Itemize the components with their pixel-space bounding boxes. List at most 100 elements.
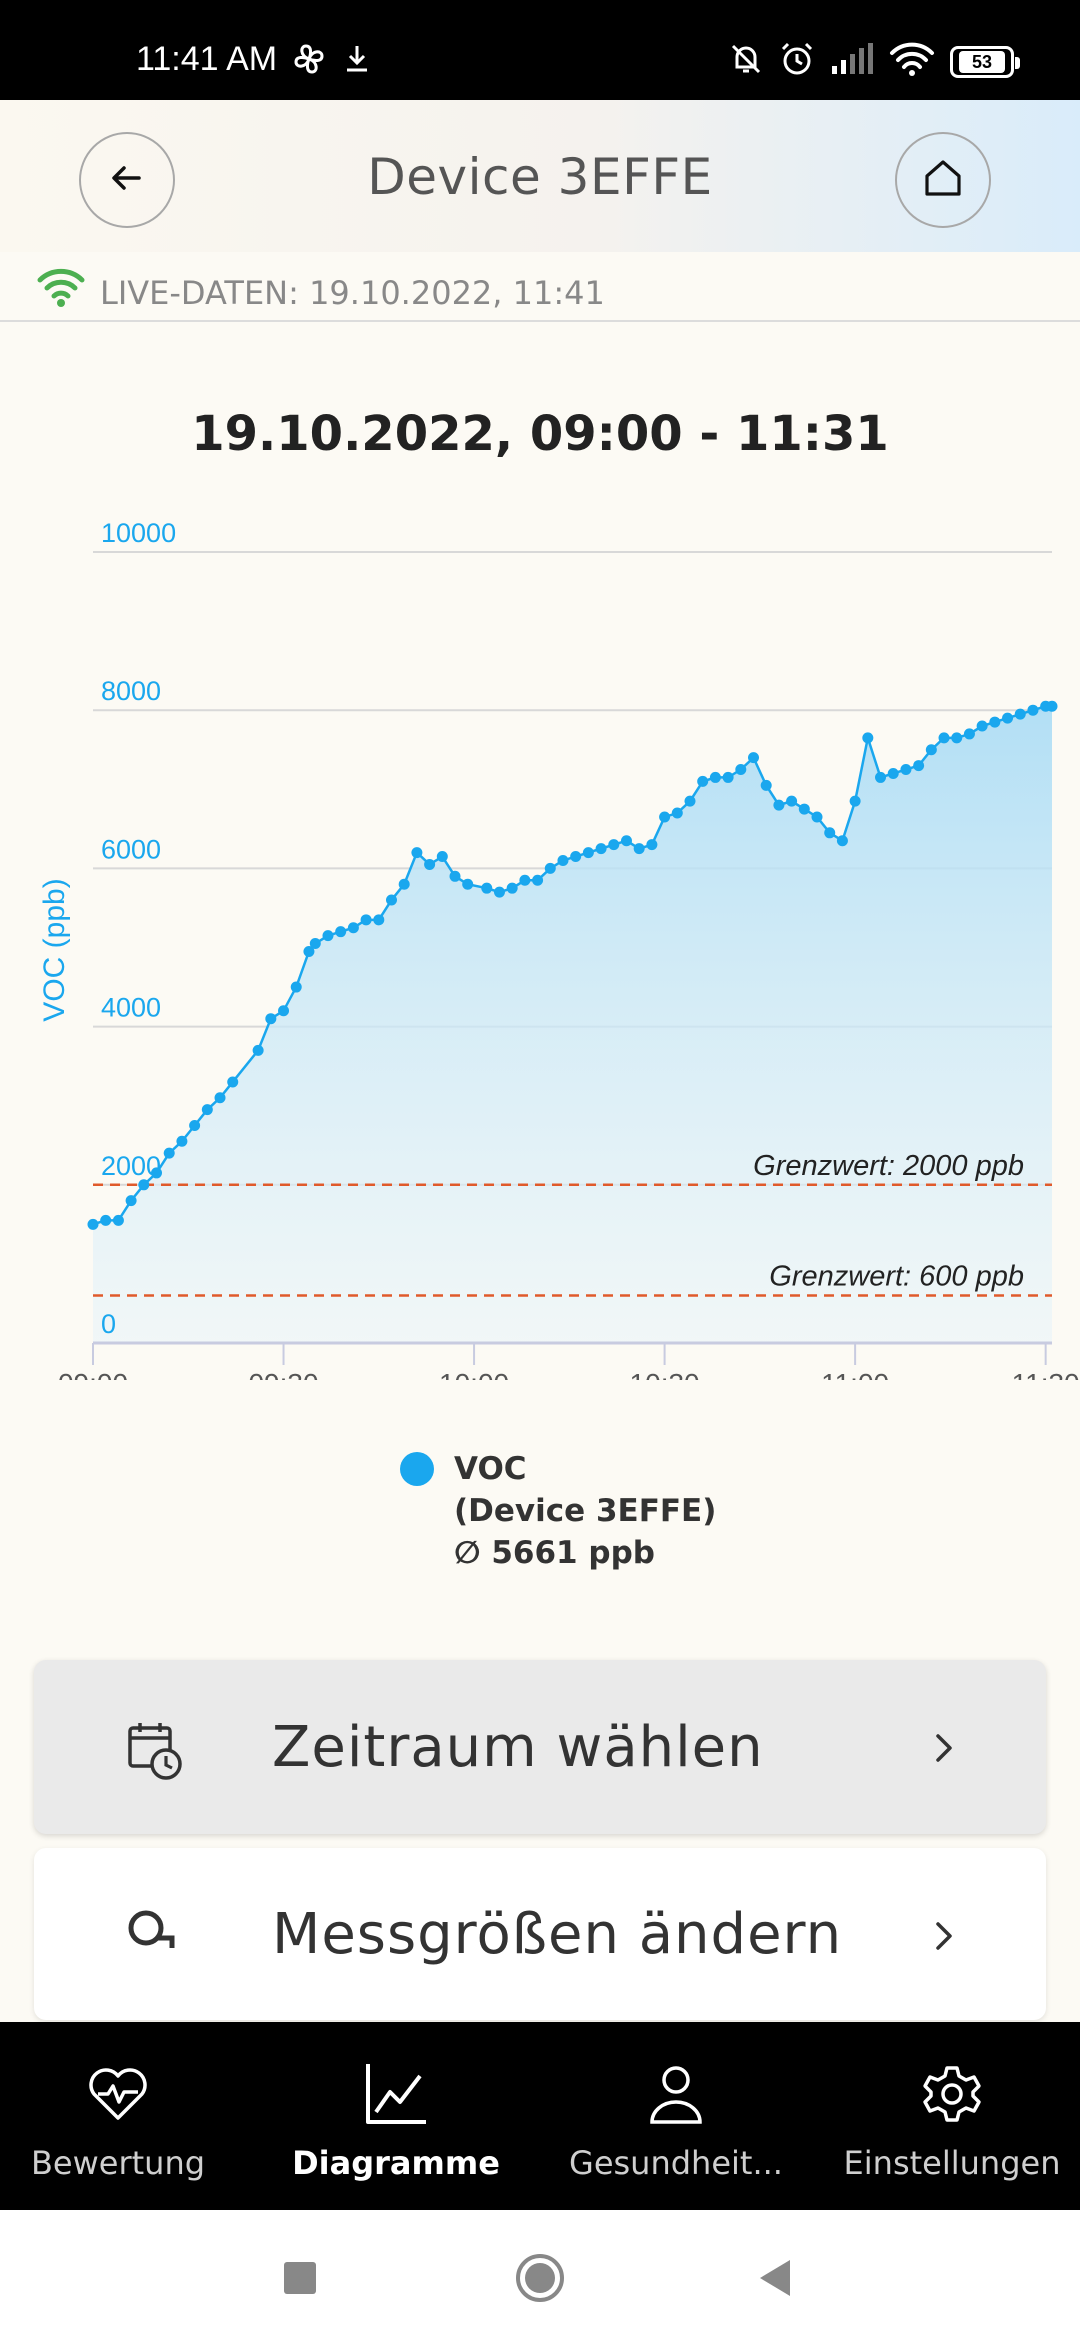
recent-apps-icon[interactable] (282, 2260, 318, 2301)
x-tick-label: 09:00 (58, 1368, 128, 1380)
metrics-label: Messgrößen ändern (272, 1901, 843, 1967)
voc-data-point (836, 835, 848, 847)
voc-data-point (303, 945, 315, 957)
voc-data-point (798, 803, 810, 815)
voc-data-point (112, 1214, 124, 1226)
back-button[interactable] (79, 132, 175, 228)
live-data-row: LIVE-DATEN: 19.10.2022, 11:41 (0, 252, 1080, 322)
battery-icon: 53 (950, 45, 1020, 78)
voc-data-point (875, 771, 887, 783)
nav-label-einstellungen: Einstellungen (843, 2144, 1061, 2182)
voc-data-point (722, 771, 734, 783)
nav-label-bewertung: Bewertung (30, 2144, 206, 2182)
home-circle-icon[interactable] (514, 2252, 566, 2309)
voc-data-point (227, 1076, 239, 1088)
voc-data-point (608, 839, 620, 851)
voc-data-point (335, 926, 347, 938)
voc-data-point (265, 1013, 277, 1025)
voc-data-point (424, 858, 436, 870)
voc-data-point (887, 767, 899, 779)
legend-dot (400, 1452, 434, 1486)
voc-data-point (595, 843, 607, 855)
page-title: Device 3EFFE (367, 148, 713, 206)
nav-item-einstellungen[interactable]: Einstellungen (843, 2022, 1061, 2210)
metrics-card[interactable]: Messgrößen ändern (34, 1848, 1046, 2020)
voc-data-point (1002, 712, 1014, 724)
x-tick-label: 09:30 (248, 1368, 318, 1380)
person-icon (648, 2062, 704, 2126)
voc-data-point (252, 1044, 264, 1056)
voc-data-point (290, 981, 302, 993)
voc-data-point (189, 1119, 201, 1131)
voc-data-point (544, 862, 556, 874)
voc-data-point (709, 771, 721, 783)
voc-data-point (411, 847, 423, 859)
voc-data-point (900, 764, 912, 776)
wifi-icon (888, 41, 936, 82)
voc-data-point (951, 732, 963, 744)
chevron-right-icon (932, 1730, 956, 1771)
voc-data-point (1046, 700, 1058, 712)
back-triangle-icon[interactable] (758, 2258, 794, 2303)
y-tick-label: 4000 (101, 993, 161, 1023)
voc-data-point (659, 811, 671, 823)
system-navigation (0, 2210, 1080, 2340)
voc-data-point (748, 752, 760, 764)
voc-area (93, 706, 1052, 1343)
header: Device 3EFFE (0, 100, 1080, 252)
nav-item-gesundheit[interactable]: Gesundheit... (566, 2022, 786, 2210)
signal-icon (830, 42, 874, 81)
nav-label-diagramme: Diagramme (292, 2144, 500, 2182)
voc-data-point (278, 1005, 290, 1017)
voc-data-point (360, 914, 372, 926)
arrow-left-icon (109, 163, 145, 198)
voc-data-point (735, 764, 747, 776)
voc-data-point (633, 843, 645, 855)
nav-item-bewertung[interactable]: Bewertung (18, 2022, 218, 2210)
legend-series-name: VOC (454, 1451, 527, 1487)
x-tick-label: 10:30 (630, 1368, 700, 1380)
voc-data-point (582, 847, 594, 859)
threshold-label: Grenzwert: 600 ppb (769, 1261, 1024, 1293)
voc-data-point (824, 827, 836, 839)
voc-data-point (570, 851, 582, 863)
chart-title: 19.10.2022, 09:00 - 11:31 (191, 406, 889, 462)
voc-data-point (760, 779, 772, 791)
y-tick-label: 10000 (101, 518, 176, 548)
voc-data-point (976, 720, 988, 732)
voc-data-point (176, 1135, 188, 1147)
home-icon (922, 157, 964, 204)
bell-off-icon (728, 41, 764, 82)
voc-data-point (214, 1092, 226, 1104)
voc-data-point (963, 728, 975, 740)
voc-data-point (449, 870, 461, 882)
y-axis-label: VOC (ppb) (38, 878, 71, 1021)
voc-data-point (620, 835, 632, 847)
fan-icon (292, 42, 326, 81)
voc-data-point (646, 839, 658, 851)
voc-data-point (201, 1104, 213, 1116)
x-tick-label: 11:30 (1012, 1368, 1080, 1380)
voc-data-point (862, 732, 874, 744)
battery-level: 53 (959, 50, 1005, 73)
voc-data-point (309, 938, 321, 950)
voc-data-point (938, 732, 950, 744)
voc-data-point (532, 874, 544, 886)
voc-data-point (347, 922, 359, 934)
time-range-card[interactable]: Zeitraum wählen (34, 1660, 1046, 1834)
y-tick-label: 2000 (101, 1151, 161, 1181)
status-time: 11:41 AM (136, 40, 278, 78)
voc-data-point (398, 878, 410, 890)
voc-data-point (1014, 708, 1026, 720)
voc-data-point (684, 795, 696, 807)
nav-item-diagramme[interactable]: Diagramme (292, 2022, 500, 2210)
voc-data-point (481, 882, 493, 894)
voc-data-point (373, 914, 385, 926)
voc-data-point (493, 886, 505, 898)
alarm-icon (778, 40, 816, 83)
legend-device: (Device 3EFFE) (454, 1493, 717, 1529)
time-range-label: Zeitraum wählen (272, 1714, 764, 1780)
voc-data-point (925, 744, 937, 756)
home-button[interactable] (895, 132, 991, 228)
heart-pulse-icon (86, 2062, 150, 2126)
